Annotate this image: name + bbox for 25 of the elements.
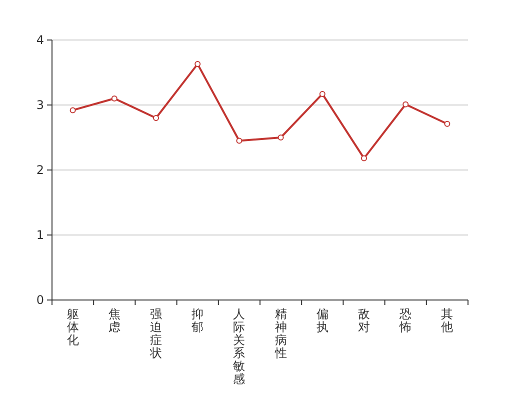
- y-tick-label: 4: [36, 33, 44, 47]
- y-tick-label: 0: [36, 293, 44, 307]
- y-tick-label: 3: [36, 98, 44, 112]
- point: [444, 120, 450, 127]
- point: [236, 138, 242, 144]
- y-tick-label: 1: [36, 228, 44, 242]
- x-tick-label: 焦虑: [108, 307, 120, 334]
- x-tick-label: 躯体化: [66, 307, 79, 347]
- point: [194, 61, 201, 68]
- point: [153, 115, 159, 121]
- x-tick-label: 精神病性: [274, 307, 287, 360]
- x-tick-label: 敌对: [358, 307, 370, 334]
- point: [319, 90, 326, 97]
- x-tick-label: 恐怖: [398, 307, 412, 334]
- x-tick-label: 人际关系敏感: [233, 307, 246, 386]
- point: [402, 101, 409, 108]
- point: [361, 155, 367, 162]
- point: [70, 107, 76, 114]
- y-tick-label: 2: [36, 163, 44, 177]
- x-tick-label: 强迫症状: [149, 307, 162, 360]
- point: [278, 134, 284, 140]
- x-tick-label: 其他: [441, 307, 454, 334]
- x-tick-label: 偏执: [316, 307, 328, 334]
- point: [111, 96, 118, 102]
- x-tick-label: 抑郁: [192, 307, 204, 334]
